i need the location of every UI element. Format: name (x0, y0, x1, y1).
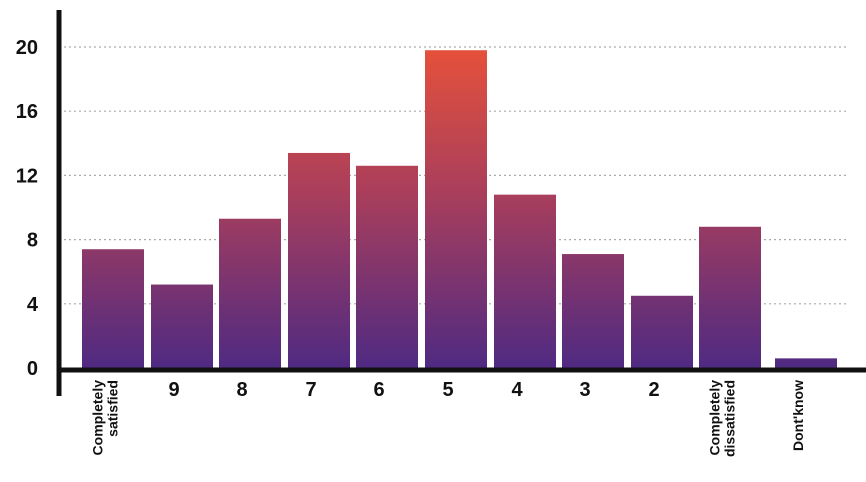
axes (56, 10, 866, 396)
x-tick-label-line: Completely (90, 380, 106, 456)
x-tick-label: 5 (442, 379, 453, 401)
y-tick-label: 4 (27, 294, 39, 316)
x-tick-label: Completelysatisfied (90, 380, 121, 456)
x-tick-label-line: Dont'know (790, 380, 806, 451)
y-tick-label: 16 (16, 101, 38, 123)
x-tick-label-line: satisfied (105, 380, 121, 437)
bar (219, 218, 281, 368)
x-tick-label-line: dissatisfied (722, 380, 738, 457)
y-tick-label: 8 (27, 230, 38, 252)
x-tick-label-rotated: Completelydissatisfied (707, 380, 738, 457)
y-tick-label: 0 (27, 358, 38, 380)
bar (494, 194, 556, 368)
x-tick-label: 6 (373, 379, 384, 401)
bar (82, 249, 144, 368)
y-tick-label: 12 (16, 165, 38, 187)
x-tick-label: Completelydissatisfied (707, 380, 738, 457)
bar (425, 50, 487, 369)
bar (288, 152, 350, 368)
x-tick-label: 9 (168, 379, 179, 401)
x-tick-label: Dont'know (790, 380, 806, 451)
bar (631, 295, 693, 368)
y-tick-labels: 0 4 8 12 16 20 (16, 37, 39, 380)
x-tick-label: 2 (648, 379, 659, 401)
x-tick-label: 4 (511, 379, 523, 401)
x-tick-label: 8 (236, 379, 247, 401)
bar (562, 254, 624, 368)
bar (699, 226, 761, 368)
x-tick-labels: Completelysatisfied 9 8 7 6 5 4 3 2 Completelydis… (90, 379, 807, 457)
bar (151, 284, 213, 368)
bar (356, 165, 418, 368)
bars (82, 50, 837, 369)
x-tick-label: 3 (579, 379, 590, 401)
x-tick-label-rotated: Dont'know (790, 380, 806, 451)
y-tick-label: 20 (16, 37, 38, 59)
x-tick-label-line: Completely (707, 380, 723, 456)
x-tick-label: 7 (305, 379, 316, 401)
bar (775, 358, 837, 368)
x-tick-label-rotated: Completelysatisfied (90, 380, 121, 456)
